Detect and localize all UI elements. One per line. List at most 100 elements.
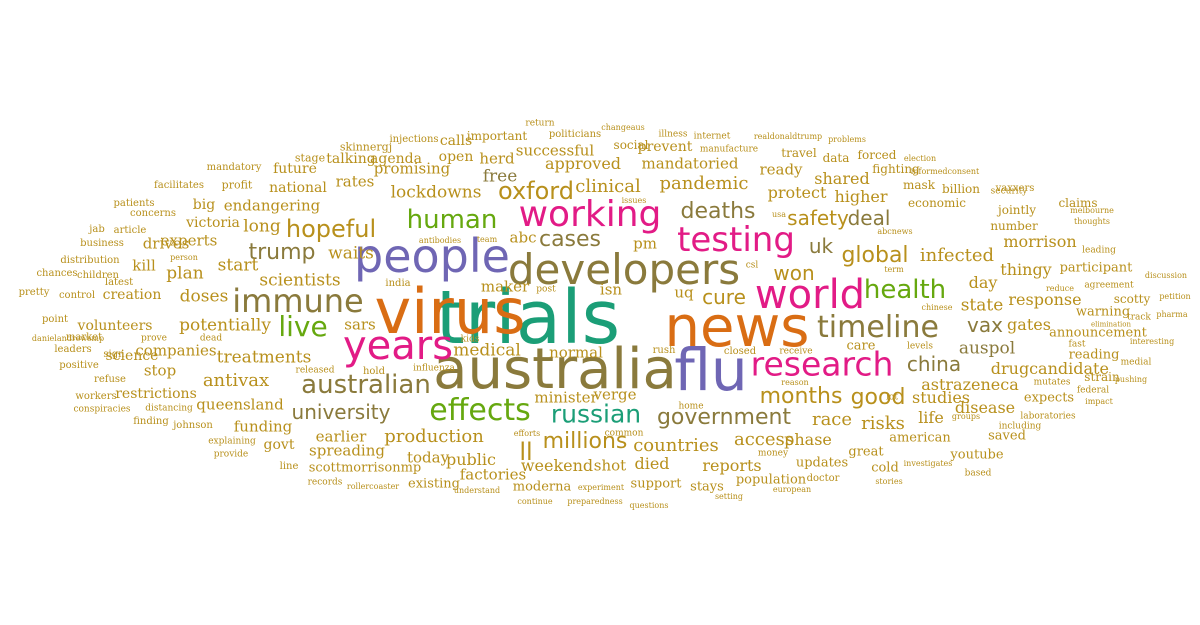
word-herd: herd xyxy=(479,149,515,168)
word-article: article xyxy=(113,225,147,236)
word-china: china xyxy=(906,352,962,376)
word-questions: questions xyxy=(629,501,669,510)
word-scottmorrisonmp: scottmorrisonmp xyxy=(308,460,422,476)
word-care: care xyxy=(846,338,876,354)
word-isn: isn xyxy=(599,280,623,299)
word-business: business xyxy=(80,238,124,249)
word-preparedness: preparedness xyxy=(567,497,623,506)
word-provide: provide xyxy=(213,449,249,460)
word-updates: updates xyxy=(795,455,849,471)
word-earlier: earlier xyxy=(315,427,367,446)
word-waits: waits xyxy=(328,243,374,264)
word-today: today xyxy=(406,448,450,467)
word-security: security xyxy=(990,186,1028,197)
word-risks: risks xyxy=(861,413,905,434)
word-line: line xyxy=(279,461,299,472)
word-thoughts: thoughts xyxy=(1074,217,1110,226)
word-sign: sign xyxy=(103,349,125,360)
word-minister: minister xyxy=(534,388,598,407)
word-continue: continue xyxy=(517,497,553,506)
word-deal: deal xyxy=(847,206,891,230)
word-public: public xyxy=(446,450,496,469)
word-ll: ll xyxy=(519,438,533,466)
word-protect: protect xyxy=(767,183,827,202)
word-medial: medial xyxy=(1120,357,1152,368)
word-talking: talking xyxy=(326,151,376,167)
word-profit: profit xyxy=(221,178,253,192)
word-oxford: oxford xyxy=(498,177,574,205)
word-national: national xyxy=(269,180,327,196)
word-latest: latest xyxy=(104,277,134,288)
word-skinnergj: skinnergj xyxy=(339,140,393,154)
word-warning: warning xyxy=(1075,304,1131,320)
word-won: won xyxy=(773,261,815,285)
word-restrictions: restrictions xyxy=(115,386,197,402)
word-market: market xyxy=(65,332,103,343)
word-forced: forced xyxy=(857,148,897,162)
word-workers: workers xyxy=(75,391,117,402)
word-finding: finding xyxy=(133,416,169,427)
word-uq: uq xyxy=(674,283,694,302)
word-plan: plan xyxy=(166,263,204,284)
word-csl: csl xyxy=(745,260,759,271)
word-realdonaldtrump: realdonaldtrump xyxy=(753,132,823,141)
word-promising: promising xyxy=(373,159,451,178)
word-released: released xyxy=(295,365,335,376)
word-stop: stop xyxy=(143,361,177,380)
word-explaining: explaining xyxy=(208,436,256,447)
word-children: children xyxy=(77,270,119,281)
word-victoria: victoria xyxy=(186,215,240,231)
word-timeline: timeline xyxy=(817,310,939,345)
word-laboratories: laboratories xyxy=(1020,411,1076,422)
word-refuse: refuse xyxy=(94,374,126,385)
word-leaders: leaders xyxy=(54,344,92,355)
word-shared: shared xyxy=(814,169,870,188)
word-auspol: auspol xyxy=(958,338,1016,359)
word-australian: australian xyxy=(301,370,431,400)
word-closed: closed xyxy=(723,346,757,357)
word-cure: cure xyxy=(702,285,746,309)
word-phase: phase xyxy=(784,430,832,449)
word-common: common xyxy=(604,428,644,439)
word-scotty: scotty xyxy=(1113,292,1151,306)
word-calls: calls xyxy=(439,133,473,149)
word-economic: economic xyxy=(908,196,966,210)
word-interesting: interesting xyxy=(1129,337,1175,346)
word-weekend: weekend xyxy=(520,456,594,475)
word-population: population xyxy=(735,472,807,488)
word-free: free xyxy=(482,166,518,187)
word-election: election xyxy=(903,154,937,163)
word-reason: reason xyxy=(781,378,809,387)
word-working: working xyxy=(518,194,662,235)
word-groups: groups xyxy=(951,412,981,421)
word-virus: virus xyxy=(374,275,526,348)
word-support: support xyxy=(630,476,682,492)
word-mask: mask xyxy=(903,178,935,192)
word-doses: doses xyxy=(179,286,229,307)
word-elimination: elimination xyxy=(1091,320,1131,329)
word-candidate: candidate xyxy=(1029,359,1109,378)
word-fighting: fighting xyxy=(872,162,920,176)
word-setting: setting xyxy=(714,492,744,501)
word-state: state xyxy=(960,295,1004,316)
word-melbourne: melbourne xyxy=(1070,206,1114,215)
word-response: response xyxy=(1008,290,1082,309)
word-stays: stays xyxy=(690,479,724,495)
word-receive: receive xyxy=(779,346,813,357)
word-existing: existing xyxy=(408,476,460,492)
word-government: government xyxy=(656,405,792,430)
word-federal: federal xyxy=(1076,385,1110,396)
word-concerns: concerns xyxy=(130,208,176,219)
word-safety: safety xyxy=(787,206,849,230)
word-jointly: jointly xyxy=(998,203,1036,217)
word-volunteers: volunteers xyxy=(77,318,153,334)
word-records: records xyxy=(307,477,343,488)
word-sars: sars xyxy=(344,315,376,334)
word-access: access xyxy=(733,429,795,450)
word-millions: millions xyxy=(542,429,628,454)
word-moderna: moderna xyxy=(512,479,572,495)
word-youtube: youtube xyxy=(950,447,1004,463)
word-rates: rates xyxy=(335,172,375,191)
word-point: point xyxy=(41,314,69,325)
word-reports: reports xyxy=(702,456,762,475)
